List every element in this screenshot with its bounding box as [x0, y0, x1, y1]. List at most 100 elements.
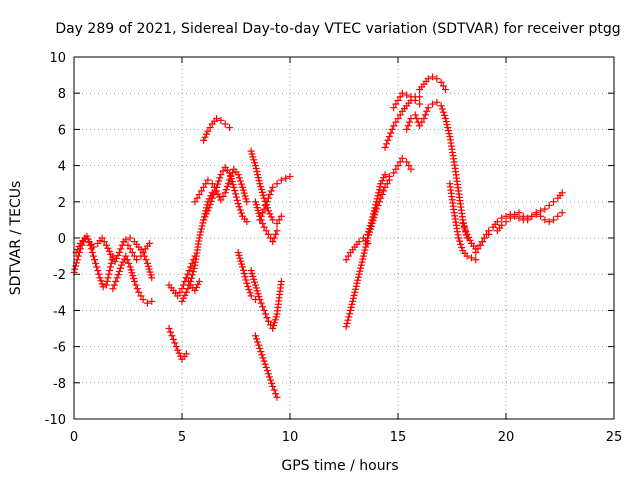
- data-point: [537, 207, 545, 215]
- data-point: [195, 191, 203, 199]
- data-point: [375, 186, 383, 194]
- data-point: [213, 183, 221, 191]
- data-point: [360, 249, 368, 257]
- data-point: [442, 118, 450, 126]
- data-point: [371, 204, 379, 212]
- data-point: [97, 277, 105, 285]
- data-point: [215, 193, 223, 201]
- data-point: [390, 169, 398, 177]
- data-point: [524, 216, 532, 224]
- data-point: [456, 237, 464, 245]
- data-point: [191, 286, 199, 294]
- data-point: [143, 299, 151, 307]
- data-point: [171, 339, 179, 347]
- data-point: [114, 251, 122, 259]
- data-point: [252, 165, 260, 173]
- data-point: [550, 216, 558, 224]
- data-point: [204, 207, 212, 215]
- data-point: [240, 269, 248, 277]
- data-point: [370, 210, 378, 218]
- data-point: [217, 196, 225, 204]
- data-point: [277, 277, 285, 285]
- data-point: [268, 379, 276, 387]
- data-point: [148, 297, 156, 305]
- data-point: [392, 165, 400, 173]
- data-point: [259, 209, 267, 217]
- data-point: [357, 264, 365, 272]
- data-point: [372, 201, 380, 209]
- data-point: [368, 216, 376, 224]
- data-point: [244, 282, 252, 290]
- y-tick-label: -2: [53, 268, 66, 283]
- data-point: [454, 234, 462, 242]
- y-tick-labels: -10 -8 -6 -4 -2 0 2 4 6 8 10: [45, 51, 66, 428]
- data-point: [398, 89, 406, 97]
- data-point: [532, 209, 540, 217]
- data-point: [195, 234, 203, 242]
- x-tick-label: 0: [70, 430, 78, 445]
- data-point: [245, 286, 253, 294]
- data-point: [519, 212, 527, 220]
- data-point: [345, 313, 353, 321]
- data-point: [118, 261, 126, 269]
- data-point: [270, 386, 278, 394]
- data-point: [460, 223, 468, 231]
- data-point: [370, 207, 378, 215]
- data-point: [109, 285, 117, 293]
- data-point: [396, 111, 404, 119]
- data-point: [282, 174, 290, 182]
- data-point: [119, 258, 127, 266]
- data-point: [264, 370, 272, 378]
- data-point: [181, 291, 189, 299]
- data-point: [139, 248, 147, 256]
- data-point: [169, 335, 177, 343]
- x-tick-label: 5: [178, 430, 186, 445]
- data-point: [207, 197, 215, 205]
- data-point: [346, 306, 354, 314]
- data-point: [418, 118, 426, 126]
- data-point: [187, 263, 195, 271]
- data-point: [466, 236, 474, 244]
- data-point: [439, 82, 447, 90]
- data-point: [112, 277, 120, 285]
- data-point: [106, 263, 114, 271]
- y-tick-label: -10: [45, 413, 66, 428]
- data-point: [201, 133, 209, 141]
- data-point: [424, 75, 432, 83]
- data-point: [541, 216, 549, 224]
- data-point: [463, 252, 471, 260]
- data-point: [361, 246, 369, 254]
- data-point: [403, 91, 411, 99]
- data-point: [260, 205, 268, 213]
- data-point: [115, 248, 123, 256]
- data-point: [349, 294, 357, 302]
- data-point: [342, 323, 350, 331]
- data-point: [204, 127, 212, 135]
- data-point: [211, 187, 219, 195]
- data-point: [364, 239, 372, 247]
- data-point: [493, 218, 501, 226]
- data-point: [273, 220, 281, 228]
- data-point: [478, 238, 486, 246]
- data-point: [235, 174, 243, 182]
- data-point: [105, 247, 113, 255]
- data-point: [200, 183, 208, 191]
- data-point: [165, 325, 173, 332]
- data-point: [124, 241, 132, 249]
- data-point: [348, 300, 356, 308]
- data-point: [71, 265, 79, 273]
- data-point: [459, 220, 467, 228]
- data-point: [113, 274, 121, 282]
- data-point: [390, 122, 398, 130]
- data-point: [94, 267, 102, 275]
- data-point: [266, 210, 274, 218]
- data-point: [260, 357, 268, 365]
- data-point: [179, 294, 187, 302]
- data-point: [264, 317, 272, 325]
- data-point: [420, 115, 428, 123]
- data-point: [102, 281, 110, 289]
- data-point: [485, 227, 493, 235]
- data-point: [89, 243, 97, 251]
- data-point: [231, 187, 239, 195]
- data-point: [217, 171, 225, 179]
